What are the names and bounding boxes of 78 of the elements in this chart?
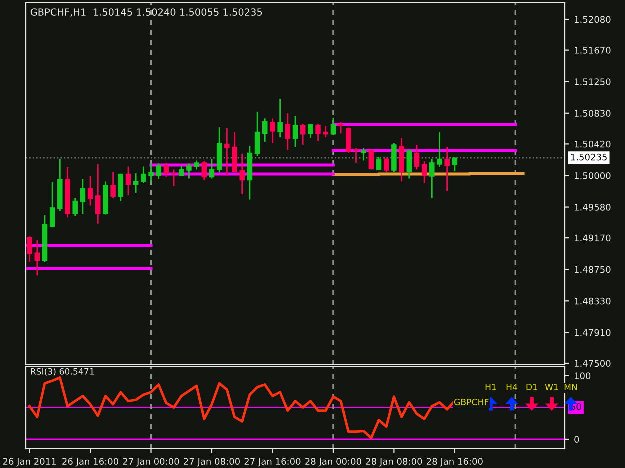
candlestick (80, 178, 86, 215)
candlestick (323, 125, 328, 138)
x-tick-label: 27 Jan 00:00 (123, 458, 180, 467)
x-tick-label: 27 Jan 08:00 (184, 458, 240, 467)
candlestick (308, 123, 314, 139)
y-tick-label: 100 (575, 372, 591, 380)
candlestick (118, 174, 124, 202)
candlestick (194, 160, 200, 170)
y-tick-label: 1.51250 (575, 78, 611, 86)
candlestick (262, 118, 268, 143)
y-tick-label: 1.48750 (575, 266, 611, 274)
x-tick-label: 28 Jan 00:00 (306, 458, 362, 467)
candlestick (422, 160, 428, 184)
candlestick (376, 156, 382, 172)
candlestick (346, 126, 352, 154)
candlestick (224, 128, 230, 176)
candlestick (171, 169, 177, 187)
candlestick (414, 144, 420, 170)
candlestick (361, 147, 366, 162)
candlestick (254, 111, 260, 157)
x-tick-label: 28 Jan 16:00 (427, 458, 483, 467)
candlestick (209, 158, 215, 180)
candlestick (368, 150, 374, 170)
y-tick-label: 1.47910 (575, 329, 611, 336)
annotation: H4 (506, 384, 518, 390)
candlestick (384, 157, 390, 173)
candlestick (126, 166, 132, 196)
candlestick (278, 98, 283, 138)
candlestick (34, 240, 40, 276)
candlestick (95, 164, 101, 224)
candlestick (141, 166, 146, 184)
candlestick (110, 171, 116, 199)
candlestick (285, 112, 291, 151)
x-tick-label: 26 Jan 2011 (3, 458, 56, 467)
y-tick-label: 1.50000 (575, 172, 611, 180)
annotation: D1 (526, 384, 538, 390)
candlestick (444, 146, 450, 192)
candlestick (292, 116, 298, 148)
candlestick (437, 131, 442, 168)
candlestick (27, 236, 32, 263)
candlestick (164, 162, 170, 178)
candlestick (156, 163, 162, 180)
candlestick (202, 160, 208, 181)
candlestick (300, 123, 306, 146)
candlestick (316, 123, 321, 142)
candlestick (452, 157, 458, 172)
candlestick (72, 198, 78, 217)
annotation: W1 (545, 384, 558, 390)
annotation: MN (564, 384, 578, 390)
candlestick (88, 176, 94, 206)
candlestick (338, 122, 344, 134)
candlestick (148, 163, 154, 182)
x-tick-label: 28 Jan 08:00 (366, 458, 422, 467)
candlestick (406, 150, 412, 180)
candlestick (186, 163, 192, 180)
y-tick-label: 0 (574, 436, 580, 444)
y-tick-label: 1.51670 (575, 47, 611, 54)
candlestick (240, 153, 245, 196)
y-tick-label: 1.48330 (575, 298, 611, 305)
annotation: H1 (486, 384, 496, 390)
candlestick (430, 158, 435, 199)
x-tick-label: 26 Jan 16:00 (62, 458, 119, 467)
y-tick-label: 1.50420 (575, 140, 611, 148)
y-tick-label: 1.52080 (575, 16, 611, 24)
candlestick (50, 182, 56, 228)
y-tick-label: 1.49580 (575, 204, 611, 211)
candlestick (270, 118, 276, 144)
candlestick (330, 117, 336, 136)
y-tick-label: 1.47500 (575, 360, 611, 368)
ref-line-label: 1.50235 (571, 154, 607, 161)
candlestick (179, 165, 184, 178)
x-tick-label: 27 Jan 16:00 (244, 458, 301, 467)
y-tick-label: 1.50830 (575, 110, 611, 117)
candlestick (354, 147, 359, 164)
candlestick (133, 172, 139, 194)
y-tick-label: 1.49170 (575, 234, 611, 242)
annotation: GBPCHF (454, 398, 489, 406)
chart-title: RSI(3) 60.5471 (31, 368, 94, 376)
